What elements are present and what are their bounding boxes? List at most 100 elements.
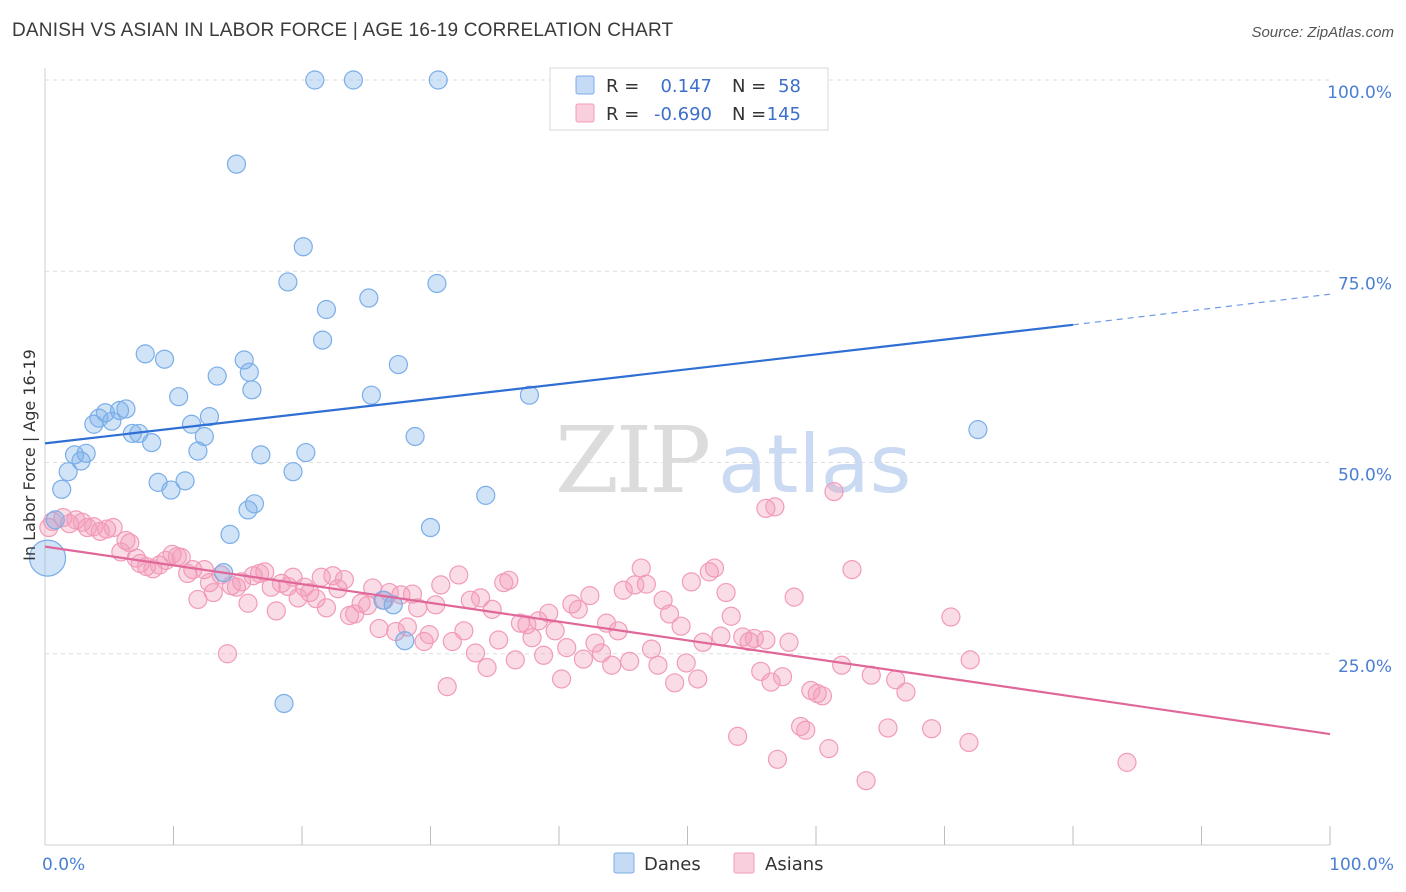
asians-trend-line [44,545,1331,736]
bottom-legend-swatch-danes [613,852,635,874]
asians-point-80 [499,570,519,590]
asians-point-135 [812,686,833,706]
asians-point-68 [431,575,451,595]
tick-labels: 25.0% 50.0% 75.0% 100.0% 0.0% 100.0% [42,83,1394,875]
asians-points [39,481,1137,791]
danes-point-43 [316,299,337,320]
asians-point-108 [659,604,680,624]
asians-point-77 [482,599,502,619]
legend-swatch-danes [575,75,595,95]
danes-point-30 [234,350,254,370]
asians-point-136 [819,739,839,759]
danes-point-20 [169,387,189,407]
asians-point-6 [77,517,98,538]
danes-point-28 [220,524,240,545]
asians-point-116 [704,558,725,578]
asians-point-146 [896,682,916,702]
asians-point-104 [636,574,656,594]
danes-point-1 [45,510,65,530]
asians-point-39 [266,601,286,621]
bottom-legend: Danes Asians [613,852,824,875]
legend-n-value-danes: 58 [778,76,801,97]
danes-point-21 [175,471,195,491]
danes-point-37 [278,272,298,292]
y-tick-label-25: 25.0% [1338,657,1392,677]
asians-point-44 [294,577,315,597]
asians-point-9 [97,519,117,539]
legend-n-value-asians: 145 [767,104,801,125]
asians-point-139 [824,481,844,502]
danes-point-39 [293,237,313,257]
legend-r-value-asians: -0.690 [654,104,712,125]
danes-point-55 [476,485,496,505]
asians-point-93 [573,649,594,669]
danes-point-15 [135,344,155,364]
asians-point-90 [557,638,577,658]
asians-point-101 [620,651,640,672]
danes-point-26 [207,366,227,386]
y-axis-label: In Labor Force | Age 16-19 [20,349,39,561]
top-legend: R = 0.147 N = 58 R = -0.690 N = 145 [549,67,829,131]
asians-point-69 [437,677,457,697]
asians-point-110 [671,616,691,636]
trend-lines [44,293,1331,736]
asians-point-109 [665,673,685,693]
asians-point-144 [878,718,898,738]
asians-point-115 [699,562,719,582]
asians-point-131 [790,716,811,737]
axes [44,68,1331,846]
asians-point-128 [772,667,793,687]
asians-point-92 [568,599,588,619]
danes-point-35 [251,445,271,465]
watermark-zip: ZIP [555,407,708,514]
legend-box [549,67,829,131]
asians-point-5 [72,512,92,532]
danes-point-2 [52,479,72,499]
danes-point-34 [244,494,265,514]
asians-point-112 [681,572,701,592]
asians-point-86 [533,645,554,665]
danes-point-29 [226,154,247,174]
asians-point-81 [505,650,525,670]
asians-point-132 [796,720,816,740]
asians-point-78 [489,630,509,650]
danes-point-42 [312,330,333,350]
y-tick-label-75: 75.0% [1338,274,1392,294]
asians-point-28 [203,582,223,603]
asians-point-105 [641,639,662,659]
danes-point-57 [968,420,988,440]
danes-point-6 [76,443,96,463]
asians-point-126 [761,672,781,692]
danes-point-41 [305,70,325,90]
asians-point-119 [721,606,741,626]
danes-point-46 [361,385,381,405]
y-tick-label-100: 100.0% [1327,83,1392,103]
asians-point-147 [922,719,942,739]
asians-point-66 [419,625,439,645]
legend-swatch-asians [575,103,595,123]
asians-point-57 [369,618,389,639]
danes-points [28,70,988,714]
legend-r-label-asians: R = [606,104,639,125]
asians-point-95 [585,633,605,653]
asians-point-38 [261,577,281,597]
danes-point-38 [283,462,303,482]
asians-point-103 [631,558,651,578]
asians-point-111 [676,653,696,673]
y-tick-label-50: 50.0% [1338,466,1392,486]
danes-point-49 [388,354,408,375]
asians-point-88 [545,621,565,641]
asians-point-96 [591,643,612,663]
danes-point-53 [427,273,447,294]
x-tick-label-max: 100.0% [1329,855,1394,875]
asians-point-106 [648,655,668,675]
danes-point-12 [116,399,136,419]
bottom-legend-swatch-asians [733,852,755,874]
danes-point-36 [274,693,294,714]
danes-point-44 [343,70,363,90]
asians-point-125 [756,630,776,650]
asians-point-32 [226,577,247,597]
chart-title: DANISH VS ASIAN IN LABOR FORCE | AGE 16-… [12,20,674,41]
asians-point-149 [959,732,979,753]
asians-point-33 [232,572,252,592]
